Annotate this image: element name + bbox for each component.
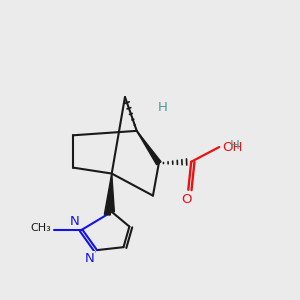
Text: H: H — [230, 139, 239, 152]
Text: N: N — [84, 252, 94, 265]
Text: CH₃: CH₃ — [30, 223, 51, 233]
Polygon shape — [104, 174, 112, 215]
Text: OH: OH — [223, 141, 243, 154]
Text: O: O — [182, 193, 192, 206]
Polygon shape — [137, 131, 161, 165]
Polygon shape — [109, 174, 114, 212]
Text: N: N — [70, 215, 80, 228]
Text: H: H — [158, 101, 167, 114]
